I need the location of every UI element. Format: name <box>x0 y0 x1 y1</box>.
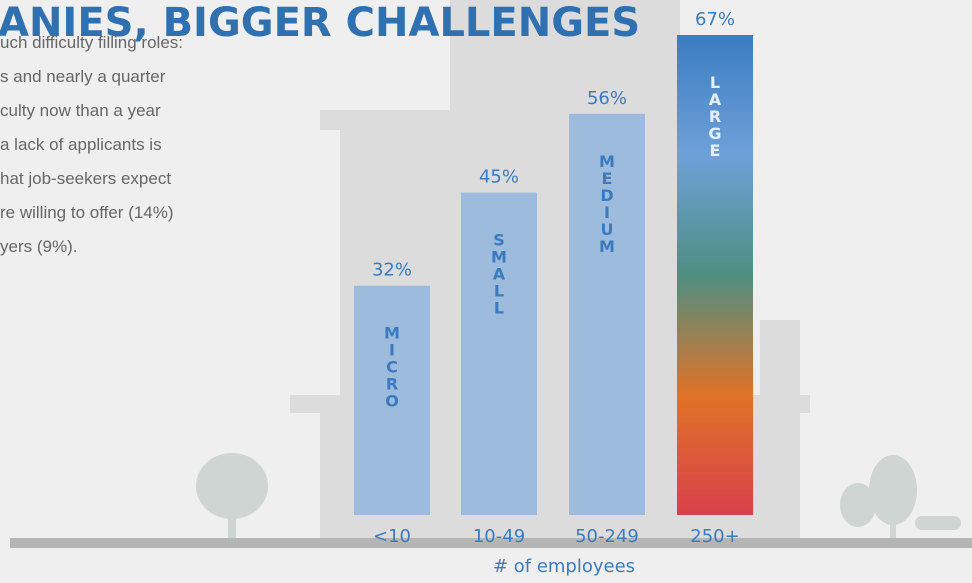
x-tick-label: <10 <box>373 526 411 547</box>
paragraph-line: a lack of applicants is <box>0 135 162 154</box>
bar-label: MEDIUM <box>598 152 617 254</box>
x-tick-label: 250+ <box>690 526 739 547</box>
value-label: 67% <box>695 9 735 30</box>
x-tick-label: 50-249 <box>575 526 639 547</box>
bar-label: LARGE <box>706 73 725 158</box>
paragraph-line: uch difficulty filling roles: <box>0 33 183 52</box>
paragraph-line: s and nearly a quarter <box>0 67 166 86</box>
paragraph-line: culty now than a year <box>0 101 161 120</box>
x-tick-label: 10-49 <box>473 526 525 547</box>
paragraph-line: re willing to offer (14%) <box>0 203 174 222</box>
paragraph-line: yers (9%). <box>0 237 77 256</box>
x-axis-label: # of employees <box>493 556 635 577</box>
value-label: 45% <box>479 167 519 188</box>
value-label: 32% <box>372 260 412 281</box>
chart: ANIES, BIGGER CHALLENGES # of employees … <box>0 0 972 583</box>
value-label: 56% <box>587 88 627 109</box>
paragraph-line: hat job-seekers expect <box>0 169 171 188</box>
bar-label: SMALL <box>490 231 509 316</box>
bar-label: MICRO <box>383 324 402 409</box>
